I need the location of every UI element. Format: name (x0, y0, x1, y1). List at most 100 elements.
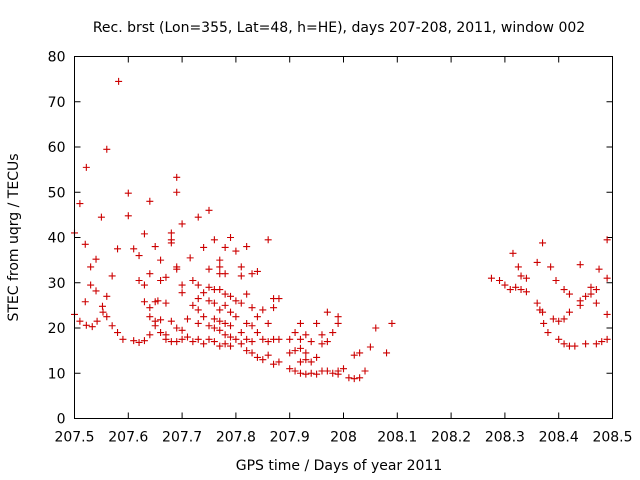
data-point (560, 340, 568, 348)
plot-frame (74, 56, 613, 419)
data-point (178, 281, 186, 289)
data-point (592, 340, 600, 348)
data-point (183, 315, 191, 323)
data-point (151, 243, 159, 251)
data-point (82, 321, 90, 329)
data-point (307, 358, 315, 366)
data-point (248, 270, 256, 278)
data-point (361, 367, 369, 375)
data-point (356, 374, 364, 382)
data-point (539, 308, 547, 316)
y-tick-label: 30 (48, 276, 66, 292)
data-point (232, 297, 240, 305)
data-point (210, 299, 218, 307)
data-point (560, 286, 568, 294)
data-point (345, 374, 353, 382)
data-point (221, 340, 229, 348)
data-point (334, 313, 342, 321)
data-point (221, 290, 229, 298)
data-point (114, 329, 122, 337)
data-point (487, 274, 495, 282)
data-point (350, 351, 358, 359)
data-point (270, 360, 278, 368)
x-tick-label: 207.8 (216, 430, 256, 446)
data-point (565, 290, 573, 298)
chart-title: Rec. brst (Lon=355, Lat=48, h=HE), days … (93, 20, 585, 36)
data-point (323, 367, 331, 375)
data-point (555, 317, 563, 325)
data-point (200, 340, 208, 348)
data-point (205, 322, 213, 330)
data-point (119, 335, 127, 343)
y-tick-label: 50 (48, 185, 66, 201)
data-point (189, 301, 197, 309)
data-point (592, 299, 600, 307)
data-point (248, 304, 256, 312)
data-point (173, 265, 181, 273)
data-point (115, 77, 123, 85)
data-point (210, 236, 218, 244)
data-point (93, 317, 101, 325)
data-point (313, 370, 321, 378)
y-tick-label: 60 (48, 140, 66, 156)
data-point (162, 273, 170, 281)
data-point (582, 292, 590, 300)
data-point (221, 301, 229, 309)
x-tick-label: 208.3 (485, 430, 525, 446)
x-axis-label: GPS time / Days of year 2011 (236, 458, 443, 474)
data-point (216, 342, 224, 350)
data-point (146, 313, 154, 321)
data-point (560, 315, 568, 323)
data-point (512, 283, 520, 291)
data-point (334, 370, 342, 378)
data-point (243, 319, 251, 327)
data-point (97, 213, 105, 221)
y-tick-label: 0 (57, 412, 66, 428)
data-point (194, 281, 202, 289)
data-point (232, 335, 240, 343)
data-point (200, 313, 208, 321)
data-point (210, 338, 218, 346)
data-point (81, 298, 89, 306)
data-point (540, 319, 548, 327)
data-point (146, 197, 154, 205)
data-point (146, 331, 154, 339)
data-point (221, 243, 229, 251)
axis-ticks: 207.5 207.6 207.7 207.8 207.9 208 208.1 208.2 20… (48, 50, 633, 446)
data-point (167, 317, 175, 325)
data-point (178, 220, 186, 228)
data-point (243, 243, 251, 251)
data-point (173, 324, 181, 332)
data-point (227, 308, 235, 316)
data-point (286, 365, 294, 373)
data-point (178, 335, 186, 343)
data-point (167, 239, 175, 247)
data-point (81, 240, 89, 248)
data-point (302, 349, 310, 357)
y-tick-label: 10 (48, 366, 66, 382)
data-point (318, 340, 326, 348)
data-point (135, 338, 143, 346)
data-point (595, 265, 603, 273)
data-point (248, 349, 256, 357)
data-point (82, 163, 90, 171)
data-point (140, 230, 148, 238)
data-point (87, 281, 95, 289)
data-point (210, 315, 218, 323)
data-point (275, 295, 283, 303)
data-point (549, 315, 557, 323)
data-point (210, 324, 218, 332)
data-point (194, 319, 202, 327)
data-point (189, 338, 197, 346)
data-point (216, 286, 224, 294)
data-point (259, 356, 267, 364)
data-points (71, 77, 611, 383)
data-point (183, 333, 191, 341)
data-point (587, 290, 595, 298)
data-point (103, 292, 111, 300)
data-point (544, 329, 552, 337)
data-point (227, 333, 235, 341)
data-point (565, 308, 573, 316)
data-point (243, 290, 251, 298)
data-point (200, 243, 208, 251)
